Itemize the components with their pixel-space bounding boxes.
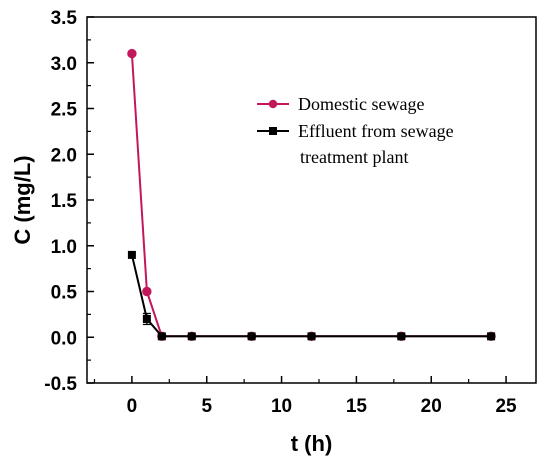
x-tick-label: 5 — [201, 396, 212, 417]
x-tick-label: 20 — [421, 396, 442, 417]
data-point — [247, 332, 256, 341]
x-axis: 0 5 10 15 20 25 — [93, 376, 517, 417]
y-tick-label: 2.5 — [51, 100, 78, 121]
data-point — [127, 48, 137, 59]
legend-label: Domestic sewage — [298, 94, 424, 114]
y-tick-label: 1.0 — [51, 237, 77, 258]
y-axis: -0.5 0.0 0.5 1.0 1.5 2.0 2.5 3.0 3.5 — [44, 8, 94, 395]
x-tick-label: 10 — [271, 396, 292, 417]
data-point — [397, 332, 406, 341]
y-tick-label: 0.0 — [51, 328, 77, 349]
legend-label: treatment plant — [300, 147, 408, 167]
series-effluent — [127, 250, 496, 341]
x-tick-label: 0 — [127, 396, 138, 417]
y-tick-label: -0.5 — [44, 374, 77, 395]
legend: Domestic sewage Effluent from sewage treat… — [257, 94, 454, 167]
y-tick-label: 1.5 — [51, 191, 78, 212]
legend-item: Domestic sewage — [257, 94, 424, 114]
y-tick-label: 2.0 — [51, 145, 77, 166]
x-axis-title: t (h) — [291, 431, 333, 456]
y-tick-label: 3.5 — [51, 8, 78, 29]
data-point — [157, 332, 166, 341]
data-point — [127, 250, 136, 259]
legend-label: Effluent from sewage — [298, 121, 454, 141]
data-point — [187, 332, 196, 341]
x-tick-label: 15 — [346, 396, 368, 417]
y-tick-label: 0.5 — [51, 283, 78, 304]
data-point — [487, 332, 496, 341]
data-point — [142, 314, 151, 323]
data-point — [307, 332, 316, 341]
data-point — [142, 286, 152, 297]
legend-item: Effluent from sewage treatment plant — [257, 121, 454, 167]
legend-marker — [268, 99, 278, 109]
series-line — [130, 254, 492, 338]
legend-marker — [269, 127, 277, 135]
y-axis-title: C (mg/L) — [10, 155, 35, 244]
series-layer — [127, 48, 496, 342]
x-tick-label: 25 — [495, 396, 517, 417]
y-tick-label: 3.0 — [51, 54, 77, 75]
